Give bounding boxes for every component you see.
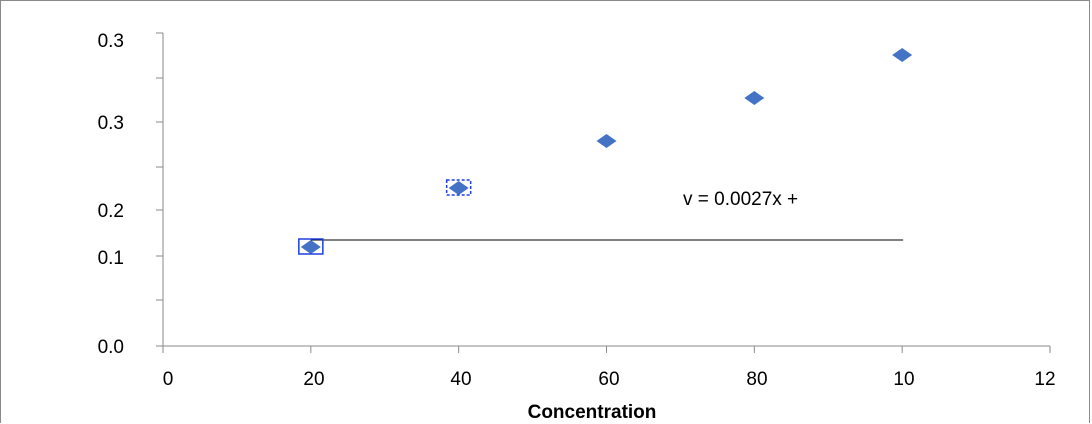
axes: [162, 33, 1050, 347]
x-axis-tick-labels: 0 20 40 60 80 10 12: [163, 369, 1056, 390]
data-point[interactable]: [448, 181, 469, 195]
x-tick-label: 0: [163, 369, 174, 390]
x-axis-title: Concentration: [528, 402, 657, 423]
x-tick-label: 12: [1034, 369, 1055, 390]
x-tick-label: 10: [893, 369, 914, 390]
selected-point-highlight: [298, 238, 324, 255]
data-point[interactable]: [300, 240, 321, 254]
data-point[interactable]: [892, 48, 913, 62]
trendline-equation-label[interactable]: v = 0.0027x +: [683, 189, 798, 210]
y-tick-label: 0.1: [98, 248, 124, 269]
selected-point-highlight: [445, 179, 472, 196]
y-tick-label: 0.0: [98, 337, 124, 358]
x-tick-label: 60: [598, 369, 619, 390]
x-axis-ticks: [162, 346, 1051, 353]
data-point[interactable]: [596, 134, 617, 148]
y-tick-label: 0.3: [98, 31, 124, 52]
y-axis-tick-labels: 0.0 0.1 0.2 0.3 0.3: [98, 31, 124, 358]
x-tick-label: 20: [303, 369, 324, 390]
data-points[interactable]: [298, 48, 913, 255]
data-point[interactable]: [744, 91, 765, 105]
x-tick-label: 40: [450, 369, 471, 390]
x-tick-label: 80: [746, 369, 767, 390]
y-tick-label: 0.2: [98, 201, 124, 222]
y-axis-ticks: [156, 32, 163, 347]
y-tick-label: 0.3: [98, 113, 124, 134]
